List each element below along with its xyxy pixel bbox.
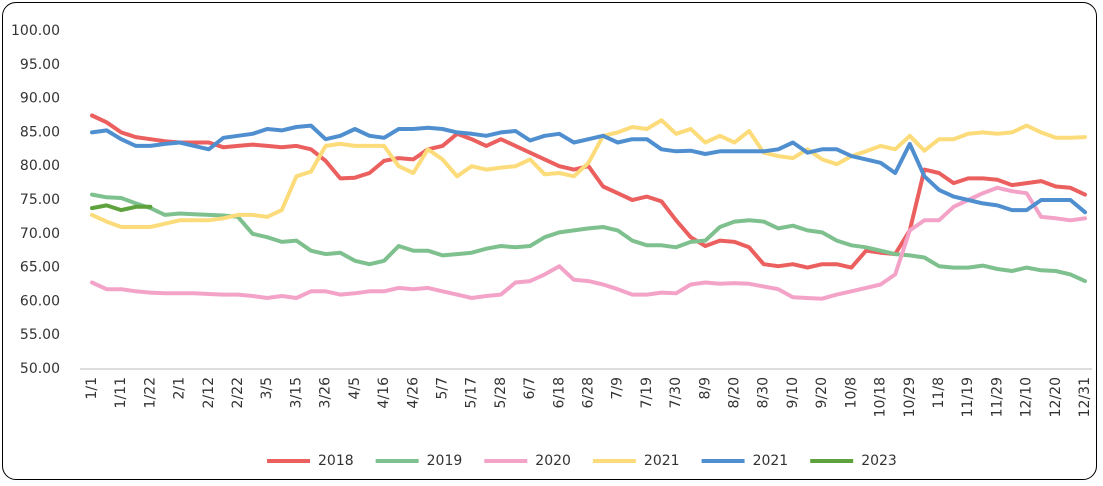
x-tick-label: 12/10 (1019, 377, 1035, 417)
x-tick-label: 7/19 (639, 377, 655, 408)
x-tick-label: 7/30 (668, 377, 684, 408)
x-tick-label: 10/29 (902, 377, 918, 417)
y-tick-label: 95.00 (20, 57, 60, 73)
x-tick-label: 11/19 (960, 377, 976, 417)
series-line (90, 203, 153, 213)
x-tick-label: 11/29 (989, 377, 1005, 417)
chart-frame (2, 2, 1097, 480)
x-tick-label: 6/7 (522, 377, 538, 400)
x-tick-label: 2/1 (172, 377, 188, 400)
x-tick-label: 3/26 (318, 377, 334, 409)
x-tick-label: 3/5 (259, 377, 275, 400)
y-tick-label: 80.00 (20, 158, 60, 174)
x-tick-label: 7/9 (610, 377, 626, 400)
x-tick-label: 4/16 (376, 377, 392, 409)
x-tick-label: 8/9 (697, 377, 713, 400)
x-tick-label: 1/1 (84, 377, 100, 400)
series-line (90, 118, 1087, 229)
y-tick-label: 60.00 (20, 293, 60, 309)
x-tick-label: 6/28 (581, 377, 597, 408)
x-tick-label: 12/31 (1077, 377, 1093, 417)
series-line (90, 123, 1087, 215)
x-tick-label: 4/5 (347, 377, 363, 400)
series-line (90, 113, 1087, 270)
x-tick-label: 10/8 (843, 377, 859, 408)
y-tick-label: 100.00 (11, 23, 60, 39)
x-tick-label: 2/12 (201, 377, 217, 408)
y-tick-label: 85.00 (20, 124, 60, 140)
x-tick-label: 8/30 (756, 377, 772, 408)
legend-label: 2020 (535, 453, 571, 469)
legend-label: 2021 (644, 453, 680, 469)
y-tick-label: 75.00 (20, 192, 60, 208)
x-tick-label: 1/22 (142, 377, 158, 408)
series-line (90, 185, 1087, 301)
x-tick-label: 3/15 (288, 377, 304, 408)
legend-label: 2021 (753, 453, 789, 469)
x-tick-label: 2/22 (230, 377, 246, 408)
x-tick-label: 6/18 (551, 377, 567, 408)
x-tick-label: 10/18 (873, 377, 889, 417)
x-tick-label: 8/20 (727, 377, 743, 408)
x-tick-label: 5/7 (434, 377, 450, 400)
legend-label: 2019 (427, 453, 463, 469)
y-tick-label: 90.00 (20, 91, 60, 107)
y-tick-label: 55.00 (20, 327, 60, 343)
y-tick-label: 65.00 (20, 260, 60, 276)
y-tick-label: 50.00 (20, 361, 60, 377)
x-tick-label: 5/28 (493, 377, 509, 408)
legend-label: 2018 (318, 453, 354, 469)
x-tick-label: 5/17 (464, 377, 480, 408)
x-tick-label: 1/11 (113, 377, 129, 408)
x-tick-label: 12/20 (1048, 377, 1064, 417)
x-tick-label: 4/26 (405, 377, 421, 409)
legend-label: 2023 (861, 453, 897, 469)
y-tick-label: 70.00 (20, 226, 60, 242)
x-tick-label: 9/20 (814, 377, 830, 408)
x-tick-label: 9/10 (785, 377, 801, 408)
series-line (90, 192, 1087, 284)
x-tick-label: 11/8 (931, 377, 947, 408)
